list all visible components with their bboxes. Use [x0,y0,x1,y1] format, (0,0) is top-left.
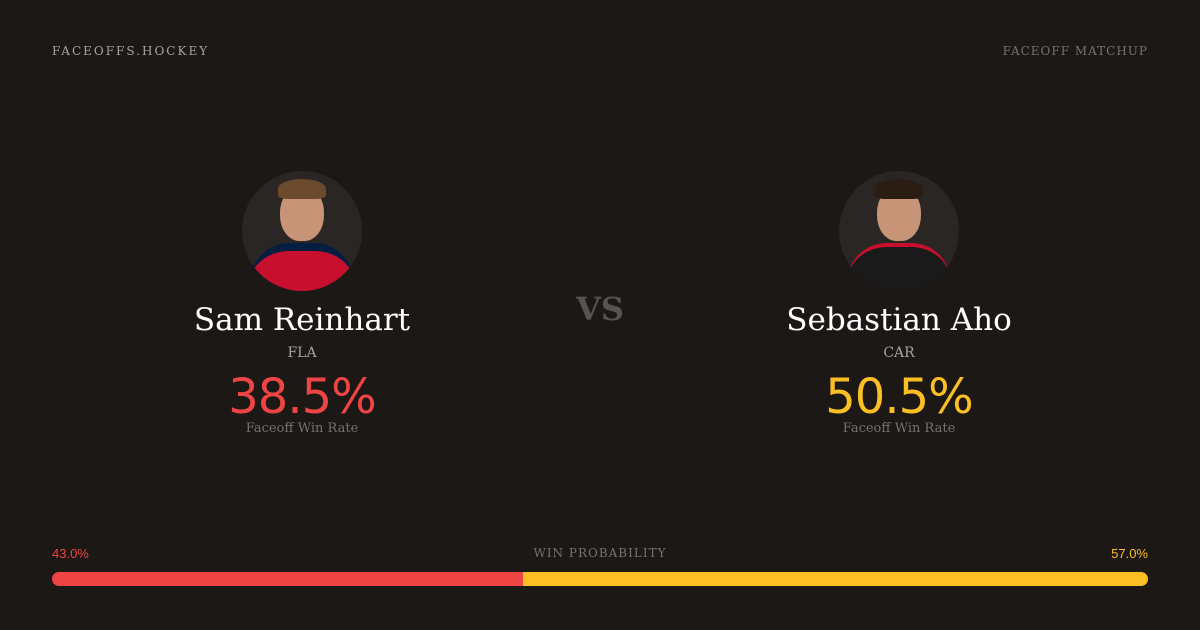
page-tag: FACEOFF MATCHUP [1002,44,1148,58]
bar-right-segment [523,572,1148,586]
player-name: Sebastian Aho [786,302,1012,338]
avatar [839,171,959,291]
win-probability-label: WIN PROBABILITY [533,546,667,560]
bar-left-segment [52,572,524,586]
vs-label: VS [576,290,624,328]
team-abbr: CAR [883,345,915,361]
player-card-right: Sebastian Aho CAR 50.5% Faceoff Win Rate [699,171,1099,436]
win-probability-bar [52,572,1148,586]
win-probability-right: 57.0% [1111,546,1148,561]
faceoff-rate: 38.5% [228,369,376,425]
rate-label: Faceoff Win Rate [245,421,359,436]
faceoff-rate: 50.5% [825,369,973,425]
brand-logo: FACEOFFS.HOCKEY [52,44,210,58]
player-card-left: Sam Reinhart FLA 38.5% Faceoff Win Rate [102,171,502,436]
player-name: Sam Reinhart [193,302,411,338]
rate-label: Faceoff Win Rate [842,421,956,436]
win-probability-left: 43.0% [52,546,89,561]
avatar [242,171,362,291]
team-abbr: FLA [287,345,317,361]
